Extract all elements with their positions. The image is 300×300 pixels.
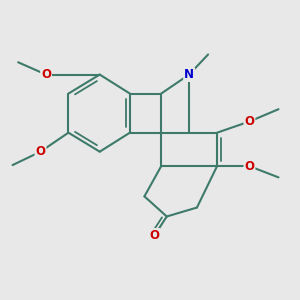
Text: O: O bbox=[244, 115, 254, 128]
Text: O: O bbox=[35, 145, 46, 158]
Text: N: N bbox=[184, 68, 194, 81]
Text: O: O bbox=[244, 160, 254, 173]
Text: O: O bbox=[41, 68, 51, 81]
Text: O: O bbox=[149, 229, 160, 242]
